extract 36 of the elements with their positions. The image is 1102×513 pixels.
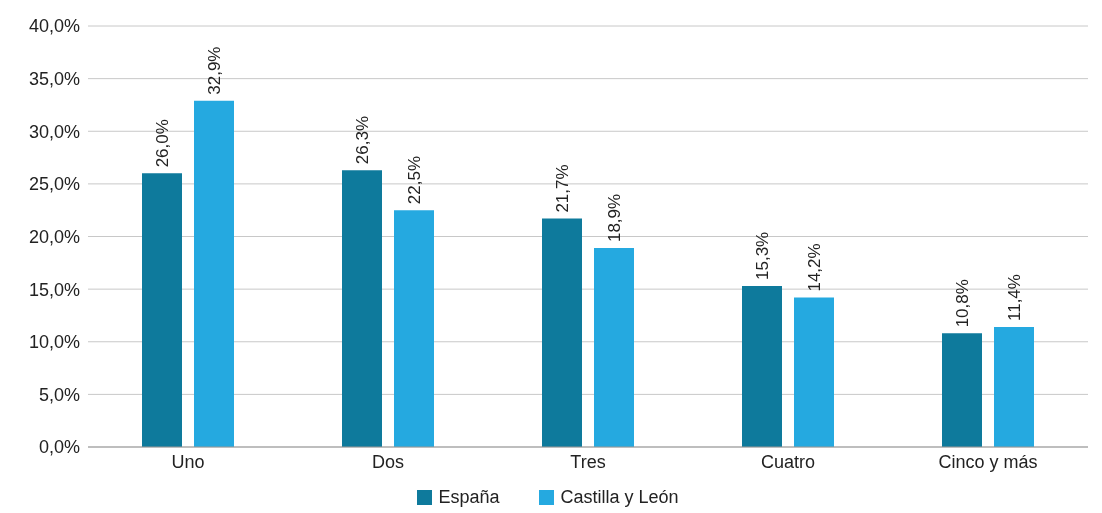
data-label: 15,3% — [753, 231, 772, 280]
bar — [794, 297, 834, 447]
data-label: 14,2% — [805, 243, 824, 292]
y-tick-label: 20,0% — [28, 226, 80, 247]
data-label: 26,3% — [353, 115, 372, 165]
y-tick-label: 30,0% — [28, 121, 80, 142]
y-tick-label: 5,0% — [38, 384, 80, 405]
legend-label: Castilla y León — [560, 487, 679, 508]
bar — [394, 210, 434, 447]
y-tick-label: 10,0% — [28, 332, 80, 353]
x-tick-label: Dos — [371, 451, 405, 472]
data-label: 11,4% — [1005, 274, 1024, 322]
bar — [142, 173, 182, 447]
data-label: 21,7% — [553, 164, 572, 213]
bar — [194, 100, 234, 447]
y-tick-label: 15,0% — [28, 279, 80, 300]
bar — [994, 327, 1034, 447]
bar — [742, 285, 782, 447]
x-tick-label: Cuatro — [760, 451, 816, 472]
data-label: 32,9% — [205, 46, 224, 95]
y-tick-label: 40,0% — [28, 16, 80, 37]
x-tick-label: Tres — [570, 451, 606, 472]
data-label: 18,9% — [605, 193, 624, 243]
x-tick-label: Uno — [171, 451, 205, 472]
bar — [342, 170, 382, 447]
bar — [594, 248, 634, 447]
y-tick-label: 35,0% — [28, 69, 80, 90]
x-tick-label: Cinco y más — [938, 451, 1038, 472]
data-label: 22,5% — [405, 155, 424, 205]
y-tick-label: 25,0% — [28, 174, 80, 195]
data-label: 10,8% — [953, 279, 972, 328]
y-tick-label: 0,0% — [38, 437, 80, 458]
bar — [542, 218, 582, 447]
bar — [942, 333, 982, 447]
data-label: 26,0% — [153, 119, 172, 168]
legend-label: España — [438, 487, 500, 508]
